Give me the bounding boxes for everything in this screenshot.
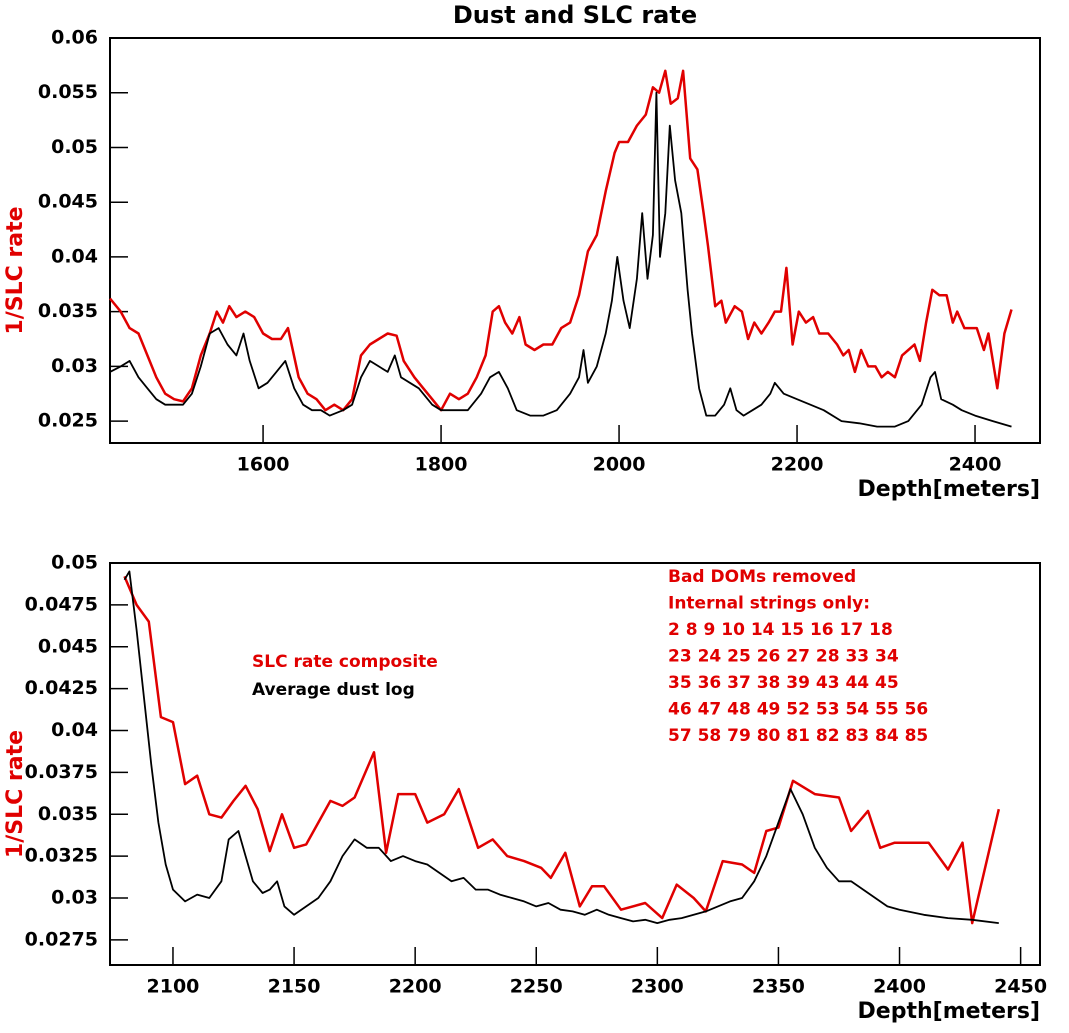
legend-label: Average dust log bbox=[252, 680, 415, 700]
y-tick-label: 0.05 bbox=[51, 552, 98, 574]
y-axis-label: 1/SLC rate bbox=[3, 730, 28, 858]
y-tick-label: 0.0475 bbox=[25, 593, 98, 615]
y-tick-label: 0.045 bbox=[38, 191, 98, 213]
x-axis-label: Depth[meters] bbox=[858, 477, 1040, 502]
data-line bbox=[123, 575, 1001, 925]
y-tick-label: 0.05 bbox=[51, 136, 98, 158]
x-tick-label: 2400 bbox=[873, 976, 926, 998]
x-tick-label: 2150 bbox=[268, 976, 321, 998]
data-line bbox=[109, 69, 1013, 412]
x-tick-label: 2350 bbox=[752, 976, 805, 998]
annotation: Internal strings only: bbox=[668, 594, 870, 614]
legend-label: SLC rate composite bbox=[252, 652, 438, 672]
x-tick-label: 2200 bbox=[771, 454, 824, 476]
x-tick-label: 2400 bbox=[949, 454, 1002, 476]
x-tick-label: 2250 bbox=[510, 976, 563, 998]
x-tick-label: 2200 bbox=[389, 976, 442, 998]
y-tick-label: 0.0375 bbox=[25, 761, 98, 783]
y-tick-label: 0.0325 bbox=[25, 845, 98, 867]
plot-frame bbox=[109, 562, 1041, 966]
annotation: 23 24 25 26 27 28 33 34 bbox=[668, 647, 899, 667]
x-axis-label: Depth[meters] bbox=[858, 999, 1040, 1024]
x-tick-label: 2300 bbox=[631, 976, 684, 998]
y-tick-label: 0.0275 bbox=[25, 928, 98, 950]
data-line bbox=[123, 570, 999, 924]
y-tick-label: 0.035 bbox=[38, 300, 98, 322]
x-tick-label: 1600 bbox=[237, 454, 290, 476]
chart-title: Dust and SLC rate bbox=[453, 1, 697, 29]
y-tick-label: 0.03 bbox=[51, 887, 98, 909]
x-tick-label: 2100 bbox=[147, 976, 200, 998]
data-line bbox=[109, 91, 1012, 428]
annotation: 2 8 9 10 14 15 16 17 18 bbox=[668, 620, 893, 640]
y-tick-label: 0.04 bbox=[51, 245, 98, 267]
y-tick-label: 0.055 bbox=[38, 81, 98, 103]
y-tick-label: 0.0425 bbox=[25, 677, 98, 699]
y-tick-label: 0.06 bbox=[51, 27, 98, 49]
plot-frame bbox=[109, 37, 1041, 444]
annotation: 57 58 79 80 81 82 83 84 85 bbox=[668, 726, 928, 746]
y-tick-label: 0.04 bbox=[51, 719, 98, 741]
x-tick-label: 2000 bbox=[593, 454, 646, 476]
y-axis-label: 1/SLC rate bbox=[3, 206, 28, 334]
annotation: 46 47 48 49 52 53 54 55 56 bbox=[668, 700, 928, 720]
y-tick-label: 0.03 bbox=[51, 355, 98, 377]
x-tick-label: 1800 bbox=[415, 454, 468, 476]
x-tick-label: 2450 bbox=[994, 976, 1047, 998]
annotation: Bad DOMs removed bbox=[668, 567, 856, 587]
y-tick-label: 0.025 bbox=[38, 410, 98, 432]
y-tick-label: 0.045 bbox=[38, 635, 98, 657]
annotation: 35 36 37 38 39 43 44 45 bbox=[668, 673, 899, 693]
y-tick-label: 0.035 bbox=[38, 803, 98, 825]
